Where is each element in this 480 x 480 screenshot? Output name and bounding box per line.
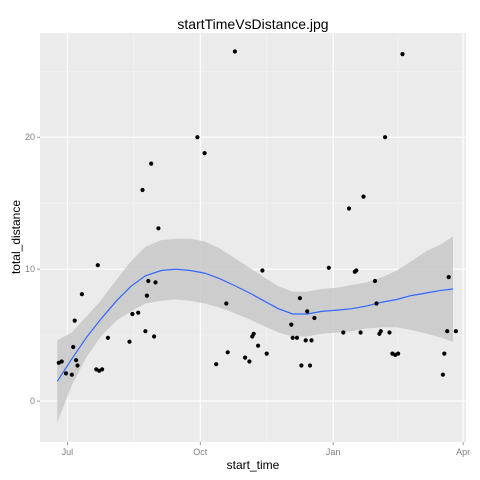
- data-point: [79, 292, 84, 297]
- data-point: [309, 338, 314, 343]
- data-point: [264, 351, 269, 356]
- data-point: [144, 293, 149, 298]
- data-point: [152, 334, 157, 339]
- data-point: [153, 280, 158, 285]
- data-point: [440, 372, 445, 377]
- data-point: [146, 278, 151, 284]
- data-point: [346, 206, 352, 211]
- plot-panel: [40, 33, 466, 442]
- data-point: [446, 275, 451, 280]
- data-point: [143, 329, 148, 334]
- data-point: [75, 363, 80, 368]
- data-point: [312, 315, 317, 321]
- data-point: [247, 359, 252, 364]
- data-point: [130, 311, 135, 317]
- data-point: [396, 351, 401, 356]
- data-point: [383, 135, 388, 140]
- data-point: [232, 49, 237, 54]
- x-tick-label: Apr: [456, 447, 470, 457]
- y-tick-label: 10: [25, 264, 35, 274]
- data-point: [214, 362, 219, 367]
- data-point: [299, 363, 304, 368]
- x-tick-label: Jan: [326, 447, 341, 457]
- data-point: [243, 355, 248, 360]
- data-point: [202, 151, 207, 156]
- data-point: [74, 358, 79, 363]
- data-point: [341, 330, 346, 335]
- data-point: [225, 350, 230, 355]
- data-point: [361, 194, 366, 199]
- y-axis-label: total_distance: [9, 200, 23, 274]
- data-point: [400, 52, 405, 57]
- data-point: [140, 187, 145, 193]
- points-layer: [56, 49, 458, 377]
- chart-title: startTimeVsDistance.jpg: [177, 16, 328, 32]
- data-point: [294, 335, 300, 340]
- data-point: [260, 268, 265, 273]
- data-point: [100, 367, 105, 372]
- data-point: [251, 331, 256, 336]
- data-point: [358, 330, 363, 335]
- data-point: [307, 363, 313, 368]
- y-axis-ticks: 0 10 20: [25, 132, 40, 406]
- data-point: [105, 335, 110, 340]
- data-point: [72, 318, 77, 323]
- smooth-line-layer: [56, 268, 454, 382]
- data-point: [156, 226, 161, 231]
- data-point: [95, 263, 100, 268]
- data-point: [149, 161, 154, 166]
- data-point: [59, 359, 64, 364]
- data-point: [326, 265, 331, 270]
- data-point: [303, 338, 308, 343]
- data-point: [290, 335, 295, 340]
- x-axis-label: start_time: [227, 458, 280, 472]
- x-axis-ticks: Jul Oct Jan Apr: [62, 442, 470, 457]
- x-tick-label: Oct: [193, 447, 208, 457]
- data-point: [305, 309, 310, 314]
- data-point: [297, 296, 302, 301]
- data-point: [136, 310, 141, 315]
- y-tick-label: 0: [30, 396, 35, 406]
- data-point: [69, 372, 74, 377]
- data-point: [372, 278, 378, 284]
- data-point: [224, 301, 229, 306]
- data-point: [453, 329, 458, 334]
- data-point: [127, 339, 132, 344]
- data-point: [256, 343, 261, 348]
- data-point: [289, 322, 294, 327]
- data-point: [387, 330, 392, 335]
- data-point: [63, 371, 69, 376]
- data-point: [71, 344, 76, 350]
- data-point: [195, 135, 200, 140]
- grid-lines: [40, 33, 466, 442]
- y-tick-label: 20: [25, 132, 35, 142]
- data-point: [445, 329, 450, 334]
- x-tick-label: Jul: [62, 447, 74, 457]
- data-point: [378, 329, 383, 334]
- data-point: [354, 268, 359, 273]
- data-point: [374, 301, 379, 306]
- data-point: [442, 351, 447, 356]
- smooth-line: [56, 268, 454, 382]
